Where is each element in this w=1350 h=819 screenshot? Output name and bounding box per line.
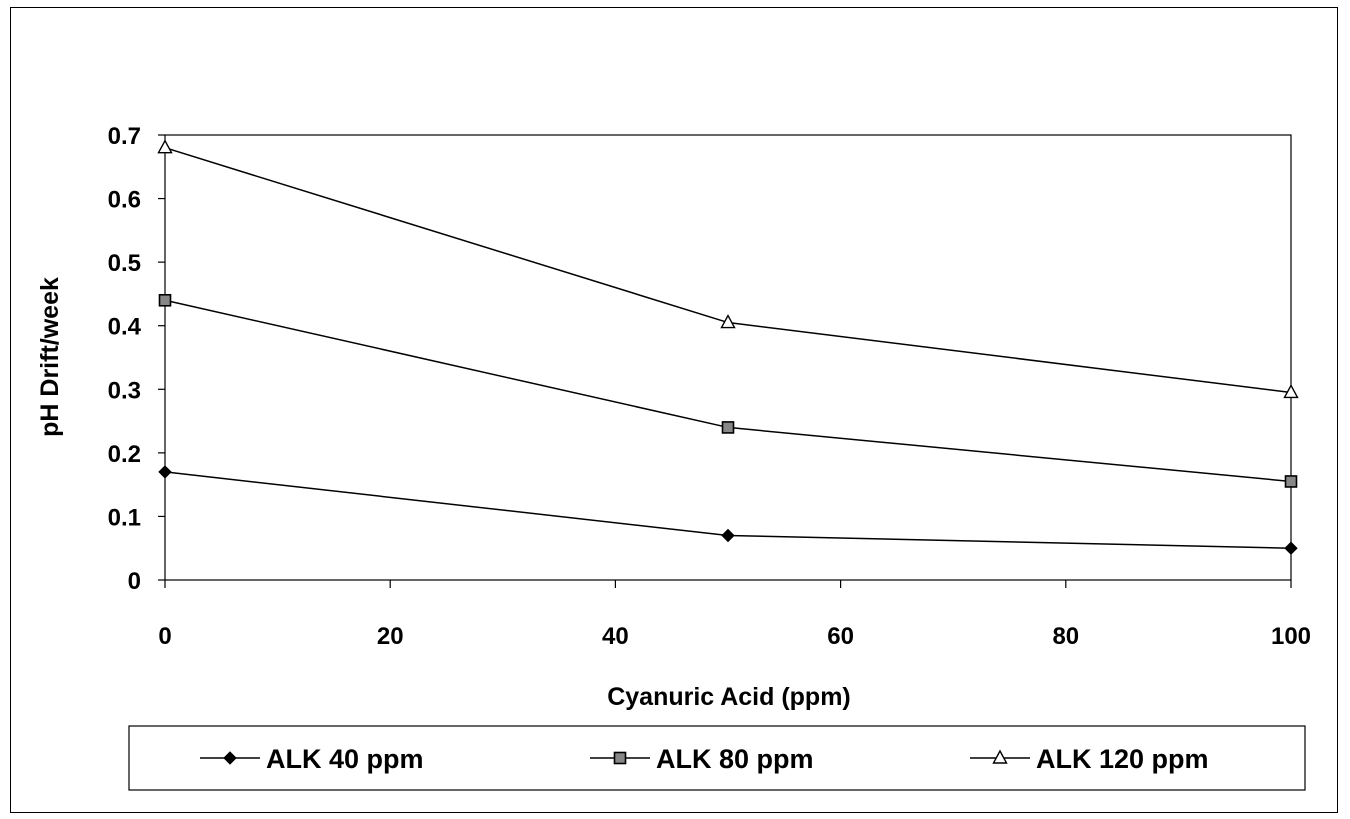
diamond-marker (721, 528, 735, 543)
y-tick-label: 0.6 (108, 187, 141, 214)
square-marker (1284, 475, 1298, 488)
series-2 (158, 293, 1298, 488)
x-tick-label: 40 (602, 623, 629, 650)
triangle-marker (992, 749, 1008, 764)
series-1 (158, 465, 1298, 555)
y-tick-label: 0.1 (108, 504, 141, 531)
square-marker (613, 751, 627, 765)
legend: ALK 40 ppm ALK 80 ppm ALK 120 ppm (200, 744, 1209, 774)
plot-area (164, 134, 1292, 581)
triangle-marker (720, 314, 736, 329)
x-axis-title: Cyanuric Acid (ppm) (607, 683, 851, 711)
legend-box (128, 725, 1306, 791)
diamond-marker (223, 751, 237, 765)
y-tick-label: 0 (128, 568, 141, 595)
y-axis: 0 0.1 0.2 0.3 0.4 0.5 0.6 0.7 (108, 123, 165, 595)
legend-item-1: ALK 40 ppm (200, 744, 424, 774)
triangle-marker (157, 139, 173, 154)
legend-label: ALK 120 ppm (1036, 744, 1209, 774)
legend-label: ALK 40 ppm (266, 744, 424, 774)
y-tick-label: 0.3 (108, 377, 141, 404)
legend-label: ALK 80 ppm (656, 744, 814, 774)
y-tick-label: 0.2 (108, 441, 141, 468)
diamond-marker (158, 465, 172, 479)
legend-item-2: ALK 80 ppm (590, 744, 814, 774)
series-layer (157, 139, 1299, 555)
y-tick-label: 0.4 (108, 314, 142, 341)
series-3 (157, 139, 1299, 399)
x-tick-label: 80 (1052, 623, 1079, 650)
triangle-marker (1283, 383, 1299, 399)
x-tick-label: 0 (158, 623, 171, 650)
x-tick-label: 20 (377, 623, 404, 650)
x-axis: 0 20 40 60 80 100 (158, 580, 1311, 650)
y-axis-title: pH Drift/week (36, 277, 64, 437)
x-tick-label: 60 (827, 623, 854, 650)
square-marker (158, 293, 172, 307)
y-tick-label: 0.7 (108, 123, 141, 150)
diamond-marker (1284, 541, 1298, 555)
legend-item-3: ALK 120 ppm (970, 744, 1209, 774)
x-tick-label: 100 (1271, 623, 1311, 650)
y-tick-label: 0.5 (108, 250, 141, 277)
square-marker (721, 421, 735, 434)
